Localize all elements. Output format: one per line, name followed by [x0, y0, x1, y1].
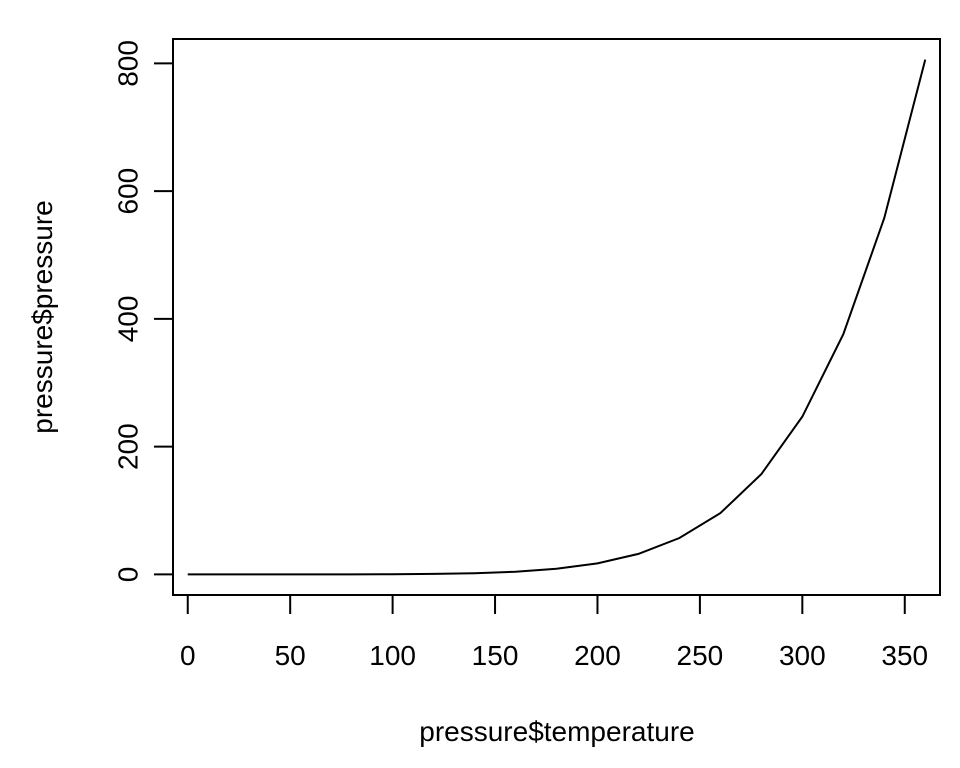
- x-tick-label: 150: [472, 640, 519, 671]
- x-tick-label: 200: [574, 640, 621, 671]
- series-line: [187, 59, 927, 576]
- x-tick-label: 50: [275, 640, 306, 671]
- y-tick-label: 400: [113, 296, 144, 343]
- y-tick-label: 600: [113, 168, 144, 215]
- x-tick-label: 350: [881, 640, 928, 671]
- x-axis: 0 50 100 150 200 250 300 350: [180, 594, 928, 671]
- x-tick-label: 300: [779, 640, 826, 671]
- y-axis-title: pressure$pressure: [27, 200, 58, 433]
- x-tick-label: 100: [369, 640, 416, 671]
- y-axis: 0 200 400 600 800: [113, 40, 174, 582]
- x-tick-label: 250: [677, 640, 724, 671]
- x-axis-title: pressure$temperature: [419, 716, 694, 747]
- x-tick-label: 0: [180, 640, 196, 671]
- y-tick-label: 0: [113, 567, 144, 583]
- y-tick-label: 800: [113, 40, 144, 87]
- plot-box: [172, 38, 941, 596]
- y-tick-label: 200: [113, 423, 144, 470]
